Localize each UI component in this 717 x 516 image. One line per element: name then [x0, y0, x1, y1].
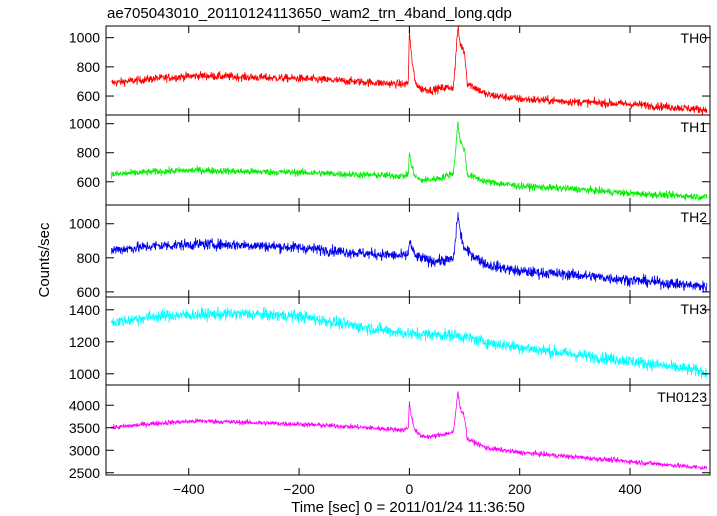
y-tick-label: 2500	[69, 465, 100, 481]
panels-group: 600 800 1000 TH0 600 800 1000 TH1 600 800 1000 TH2 1…	[69, 25, 711, 497]
x-tick-label: −400	[173, 481, 205, 497]
x-tick-label: 0	[405, 481, 413, 497]
y-tick-label: 800	[77, 250, 101, 266]
y-tick-label: 3500	[69, 420, 100, 436]
panel-label-th0: TH0	[681, 30, 708, 46]
y-tick-label: 1000	[69, 366, 100, 382]
series-line-th1	[111, 121, 708, 202]
x-tick-label: −200	[283, 481, 315, 497]
y-tick-label: 600	[77, 284, 101, 300]
panel-frame-th3	[105, 296, 711, 386]
y-tick-label: 1000	[69, 116, 100, 132]
x-tick-label: 400	[618, 481, 642, 497]
y-tick-label: 1000	[69, 216, 100, 232]
y-tick-label: 800	[77, 145, 101, 161]
x-axis-label: Time [sec] 0 = 2011/01/24 11:36:50	[291, 499, 525, 516]
panel-frame-th0123	[105, 384, 711, 476]
y-tick-label: 1400	[69, 302, 100, 318]
panel-label-th1: TH1	[681, 119, 708, 135]
y-tick-label: 600	[77, 174, 101, 190]
y-tick-label: 4000	[69, 397, 100, 413]
chart-title: ae705043010_20110124113650_wam2_trn_4ban…	[107, 5, 512, 22]
x-tick-label: 200	[508, 481, 532, 497]
series-line-th0123	[111, 391, 708, 470]
panel-label-th2: TH2	[681, 209, 708, 225]
panel-label-th0123: TH0123	[657, 389, 707, 405]
y-tick-label: 1200	[69, 334, 100, 350]
panel-frame-th2	[105, 204, 711, 298]
series-line-th3	[111, 306, 708, 380]
series-line-th2	[111, 212, 708, 293]
series-line-th0	[111, 26, 708, 115]
y-tick-label: 600	[77, 88, 101, 104]
y-axis-label: Counts/sec	[36, 222, 53, 298]
y-tick-label: 3000	[69, 442, 100, 458]
y-tick-label: 1000	[69, 30, 100, 46]
y-tick-label: 800	[77, 59, 101, 75]
panel-label-th3: TH3	[681, 301, 708, 317]
